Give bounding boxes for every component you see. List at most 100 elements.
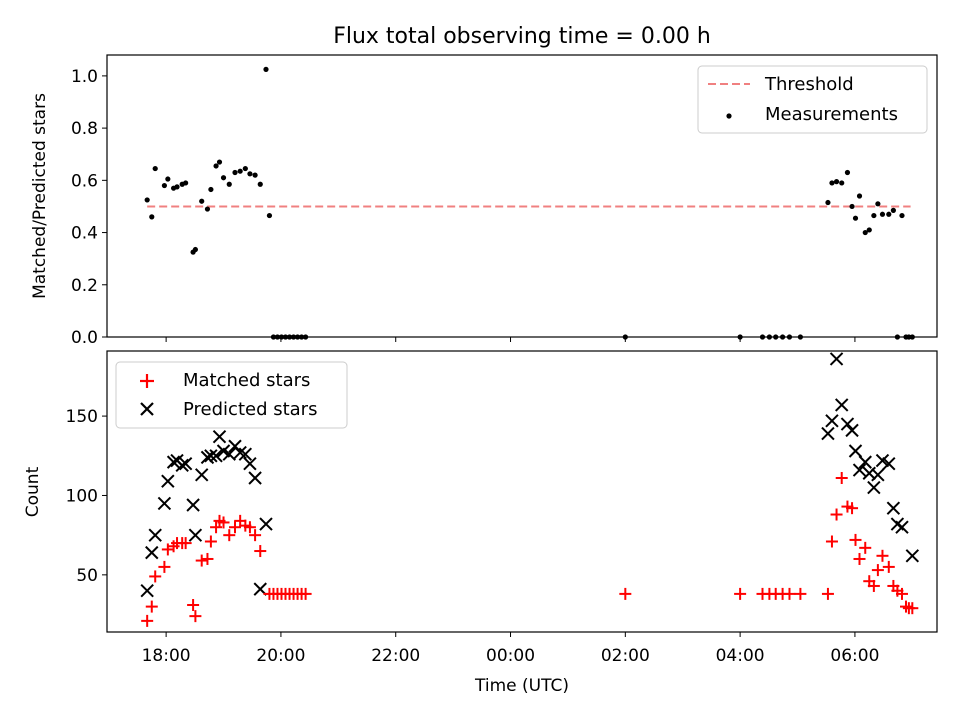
top-legend-box: [697, 65, 928, 134]
top-y-tick-label: 0.8: [71, 119, 98, 139]
measurement-point: [890, 207, 896, 213]
matched-star-point: [794, 587, 807, 600]
top-y-tick-label: 0.6: [71, 171, 98, 191]
matched-star-point: [217, 516, 230, 529]
matched-star-point: [871, 564, 884, 577]
measurement-point: [252, 172, 258, 178]
measurement-point: [216, 159, 223, 165]
measurement-point: [298, 334, 305, 340]
matched-star-point: [229, 521, 242, 534]
measurement-point: [266, 212, 273, 219]
bottom-y-axis: 50 100 150: [66, 407, 107, 586]
legend-threshold-label: Threshold: [764, 74, 854, 95]
matched-star-point: [859, 541, 872, 554]
predicted-star-point: [178, 457, 193, 471]
predicted-star-point: [212, 430, 227, 444]
measurement-point: [282, 334, 289, 340]
measurement-point: [839, 180, 845, 186]
predicted-star-point: [840, 417, 855, 431]
matched-star-point: [145, 600, 158, 613]
matched-star-point: [187, 599, 200, 612]
bottom-y-tick-label: 50: [76, 566, 98, 586]
matched-star-point: [825, 535, 838, 548]
predicted-star-point: [867, 480, 881, 495]
predicted-star-point: [238, 447, 253, 461]
x-axis-label: Time (UTC): [474, 676, 569, 696]
matched-star-point: [846, 502, 859, 515]
legend-measurements-label: Measurements: [765, 104, 898, 125]
measurement-point: [220, 175, 227, 181]
measurement-point: [199, 198, 205, 204]
measurement-point: [290, 334, 297, 340]
matched-star-point: [895, 587, 908, 600]
measurement-point: [899, 212, 905, 219]
matched-star-point: [853, 552, 866, 565]
x-tick-label: 02:00: [601, 646, 650, 666]
legend-matched-label: Matched stars: [183, 370, 310, 391]
predicted-star-point: [161, 474, 175, 488]
bottom-y-axis-label: Count: [23, 466, 43, 517]
measurement-point: [894, 334, 900, 340]
predicted-star-point: [259, 517, 273, 531]
measurement-point: [779, 334, 786, 340]
measurement-point: [909, 334, 915, 340]
predicted-star-point: [852, 463, 867, 477]
predicted-star-point: [882, 457, 896, 471]
measurement-point: [165, 176, 171, 182]
measurement-point: [829, 180, 835, 186]
matched-star-point: [141, 614, 154, 627]
predicted-star-point: [145, 545, 159, 560]
predicted-star-point: [886, 501, 901, 515]
measurement-point: [274, 334, 281, 340]
matched-star-point: [876, 549, 889, 562]
legend-predicted-swatch: [140, 402, 154, 416]
measurement-point: [257, 181, 263, 187]
predicted-star-point: [875, 453, 890, 468]
predicted-star-point: [845, 423, 859, 438]
top-y-tick-label: 1.0: [71, 67, 98, 87]
top-y-axis-label: Matched/Predicted stars: [30, 93, 50, 299]
measurement-point: [759, 334, 766, 340]
matched-star-point: [830, 508, 843, 521]
measurement-point: [183, 180, 189, 186]
predicted-star-point: [905, 549, 920, 563]
measurement-point: [144, 197, 150, 203]
matched-star-point: [867, 579, 880, 592]
measurement-point: [866, 227, 872, 233]
measurement-point: [247, 171, 253, 177]
predicted-star-point: [140, 584, 154, 598]
top-panel: 0.0 0.2 0.4 0.6 0.8 1.0 Matched/Predicted sta…: [30, 54, 938, 348]
bottom-legend: Matched stars Predicted stars: [115, 361, 348, 429]
measurement-point: [797, 334, 803, 340]
x-tick-label: 22:00: [371, 646, 420, 666]
predicted-star-point: [858, 455, 872, 469]
chart-title: Flux total observing time = 0.00 h: [333, 24, 711, 49]
top-x-ticks: [165, 337, 856, 342]
measurement-point: [773, 334, 779, 340]
measurement-point: [871, 212, 877, 219]
measurement-point: [149, 214, 155, 220]
matched-star-point: [189, 610, 202, 623]
measurement-point: [879, 211, 886, 217]
predicted-star-point: [166, 455, 181, 469]
predicted-star-point: [895, 520, 909, 534]
x-tick-label: 18:00: [142, 646, 191, 666]
predicted-star-point: [186, 498, 200, 512]
legend-measurements-swatch: [726, 113, 732, 119]
matched-star-point: [783, 587, 796, 600]
legend-predicted-label: Predicted stars: [183, 399, 317, 420]
measurement-point: [886, 211, 892, 217]
x-tick-label: 04:00: [716, 646, 765, 666]
matched-star-point: [299, 587, 312, 600]
measurement-point: [226, 181, 232, 187]
predicted-star-point: [204, 449, 218, 463]
measurement-point: [303, 334, 309, 340]
matched-star-point: [223, 529, 236, 542]
measurement-point: [213, 163, 219, 169]
matched-star-point: [149, 570, 162, 583]
matched-star-point: [204, 535, 217, 548]
measurement-point: [875, 201, 881, 207]
predicted-star-point: [871, 468, 885, 482]
measurement-point: [237, 168, 243, 174]
x-tick-label: 06:00: [830, 646, 879, 666]
